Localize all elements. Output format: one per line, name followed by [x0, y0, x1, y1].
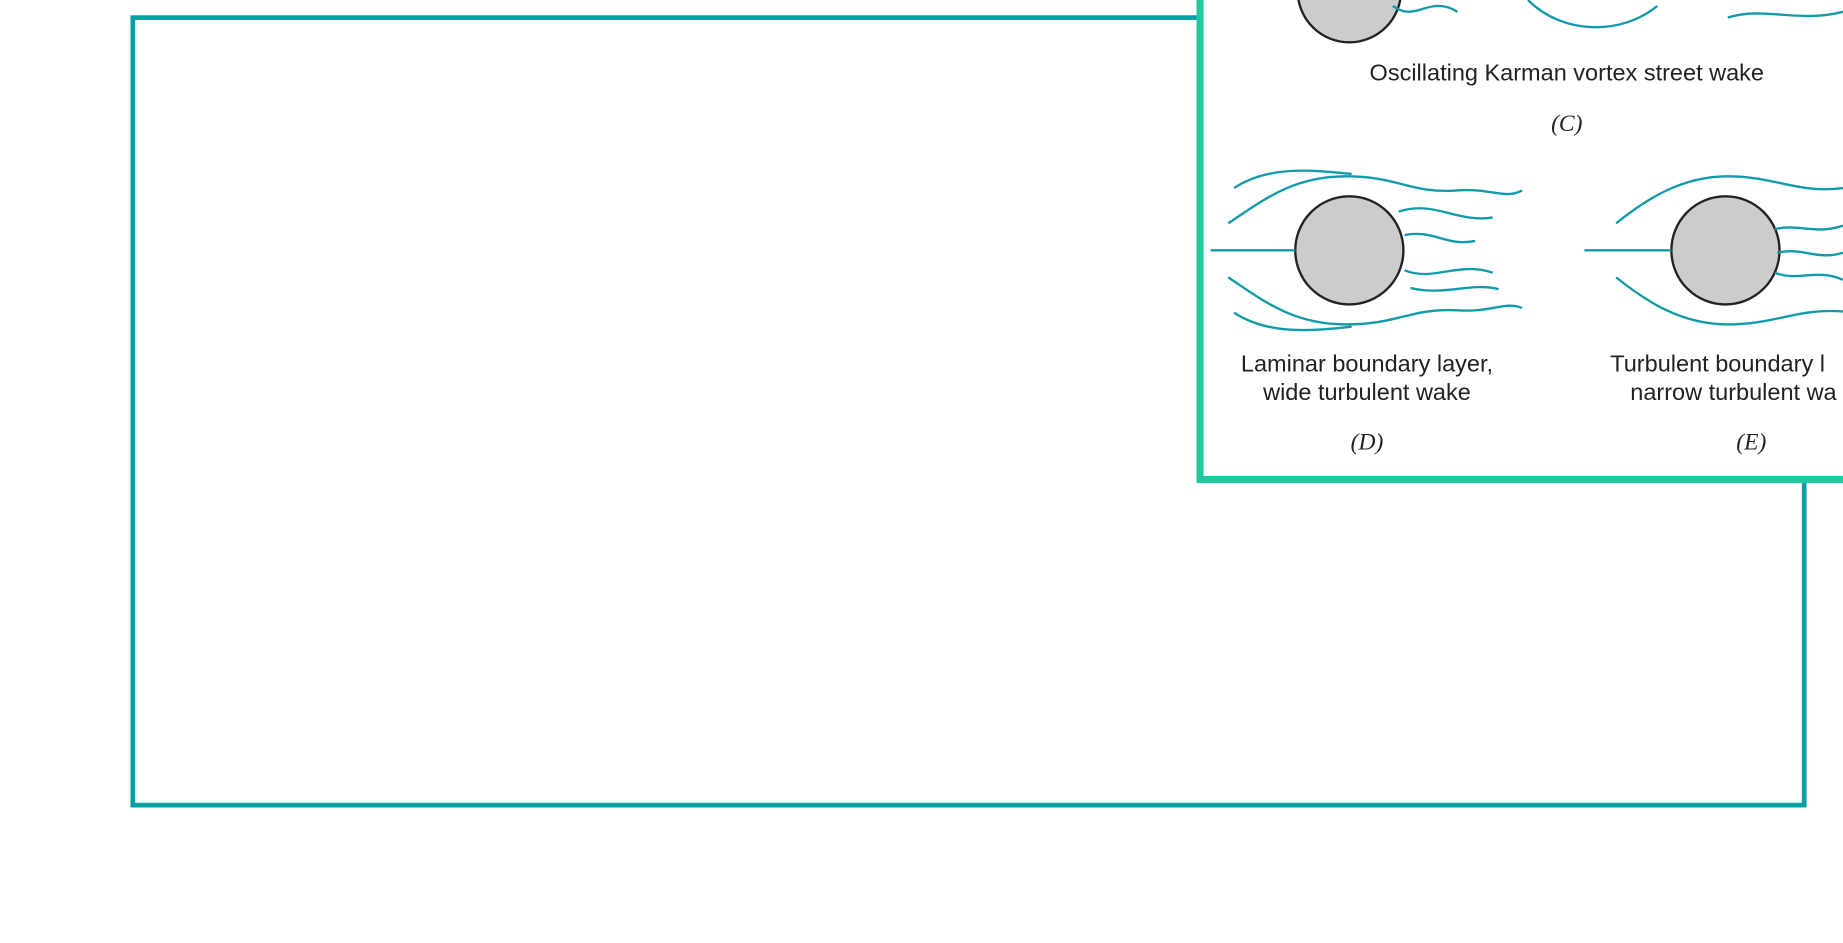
caption: wide turbulent wake	[1262, 379, 1471, 405]
caption: Turbulent boundary l	[1610, 351, 1825, 377]
cylinder-d	[1295, 196, 1403, 304]
panel-tag: (D)	[1351, 430, 1384, 456]
panel-tag: (E)	[1736, 430, 1766, 456]
page: Oscillating Karman vortex street wake (C…	[0, 0, 1843, 943]
caption: narrow turbulent wa	[1630, 379, 1837, 405]
inset: Oscillating Karman vortex street wake (C…	[1200, 0, 1843, 480]
caption: Oscillating Karman vortex street wake	[1370, 59, 1764, 85]
cylinder-e	[1671, 196, 1779, 304]
caption: Laminar boundary layer,	[1241, 351, 1493, 377]
panel-tag: (C)	[1551, 111, 1583, 137]
chart: Oscillating Karman vortex street wake (C…	[0, 0, 1843, 943]
